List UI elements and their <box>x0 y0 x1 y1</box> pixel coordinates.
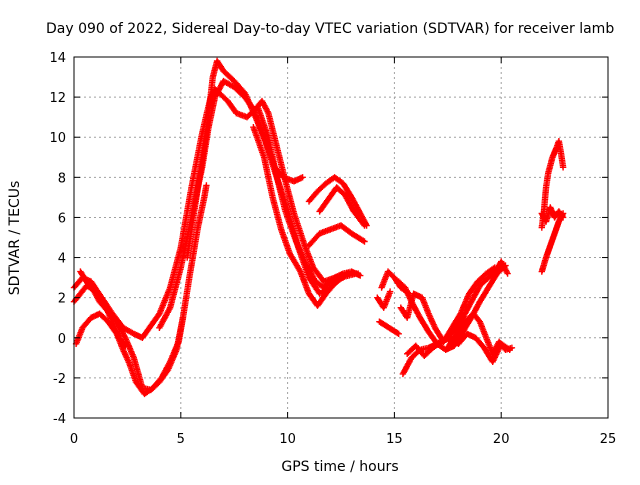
series-marks <box>250 124 362 309</box>
series-track-t <box>538 210 567 275</box>
y-tick-label: -2 <box>53 372 66 387</box>
plot-frame <box>73 56 609 419</box>
series-track-h <box>305 222 368 249</box>
axis-ticks: 0 5 10 15 20 25 -4 -2 0 2 4 6 8 10 12 14 <box>49 51 616 447</box>
series-marks <box>374 288 394 311</box>
series-marks <box>254 103 347 291</box>
x-tick-label: 20 <box>493 432 510 447</box>
chart-title: Day 090 of 2022, Sidereal Day-to-day VTE… <box>46 21 614 37</box>
data-marks <box>70 57 567 398</box>
series-track-s <box>376 318 402 337</box>
y-axis-label: SDTVAR / TECUs <box>7 181 23 296</box>
series-track-q <box>378 268 413 297</box>
x-tick-label: 15 <box>386 432 403 447</box>
y-tick-label: -4 <box>53 412 66 427</box>
series-marks <box>444 310 516 357</box>
grid <box>74 57 608 418</box>
series-track-e <box>250 124 362 309</box>
series-track-p <box>444 310 516 357</box>
series-marks <box>77 268 129 349</box>
series-track-r <box>374 288 394 311</box>
series-track-g <box>316 184 368 229</box>
y-tick-label: 8 <box>58 171 66 186</box>
y-tick-label: 6 <box>58 211 66 226</box>
series-marks <box>376 318 402 337</box>
y-tick-label: 12 <box>49 91 66 106</box>
series-track-v <box>538 204 567 225</box>
y-tick-label: 14 <box>49 51 66 66</box>
series-marks <box>305 174 370 229</box>
x-axis-label: GPS time / hours <box>281 459 398 475</box>
series-marks <box>538 210 567 275</box>
y-tick-label: 4 <box>58 252 66 267</box>
series-track-d <box>254 103 347 291</box>
series-marks <box>378 268 413 297</box>
series-marks <box>305 222 368 249</box>
series-track-k <box>77 268 129 349</box>
series-marks <box>538 204 567 225</box>
x-tick-label: 10 <box>279 432 296 447</box>
series-marks <box>316 184 368 229</box>
x-tick-label: 0 <box>70 432 78 447</box>
series-track-o <box>397 264 498 345</box>
x-tick-label: 25 <box>600 432 617 447</box>
y-tick-label: 0 <box>58 332 66 347</box>
y-tick-label: 2 <box>58 292 66 307</box>
x-tick-label: 5 <box>177 432 185 447</box>
series-marks <box>397 264 498 345</box>
y-tick-label: 10 <box>49 131 66 146</box>
series-track-f <box>305 174 370 229</box>
